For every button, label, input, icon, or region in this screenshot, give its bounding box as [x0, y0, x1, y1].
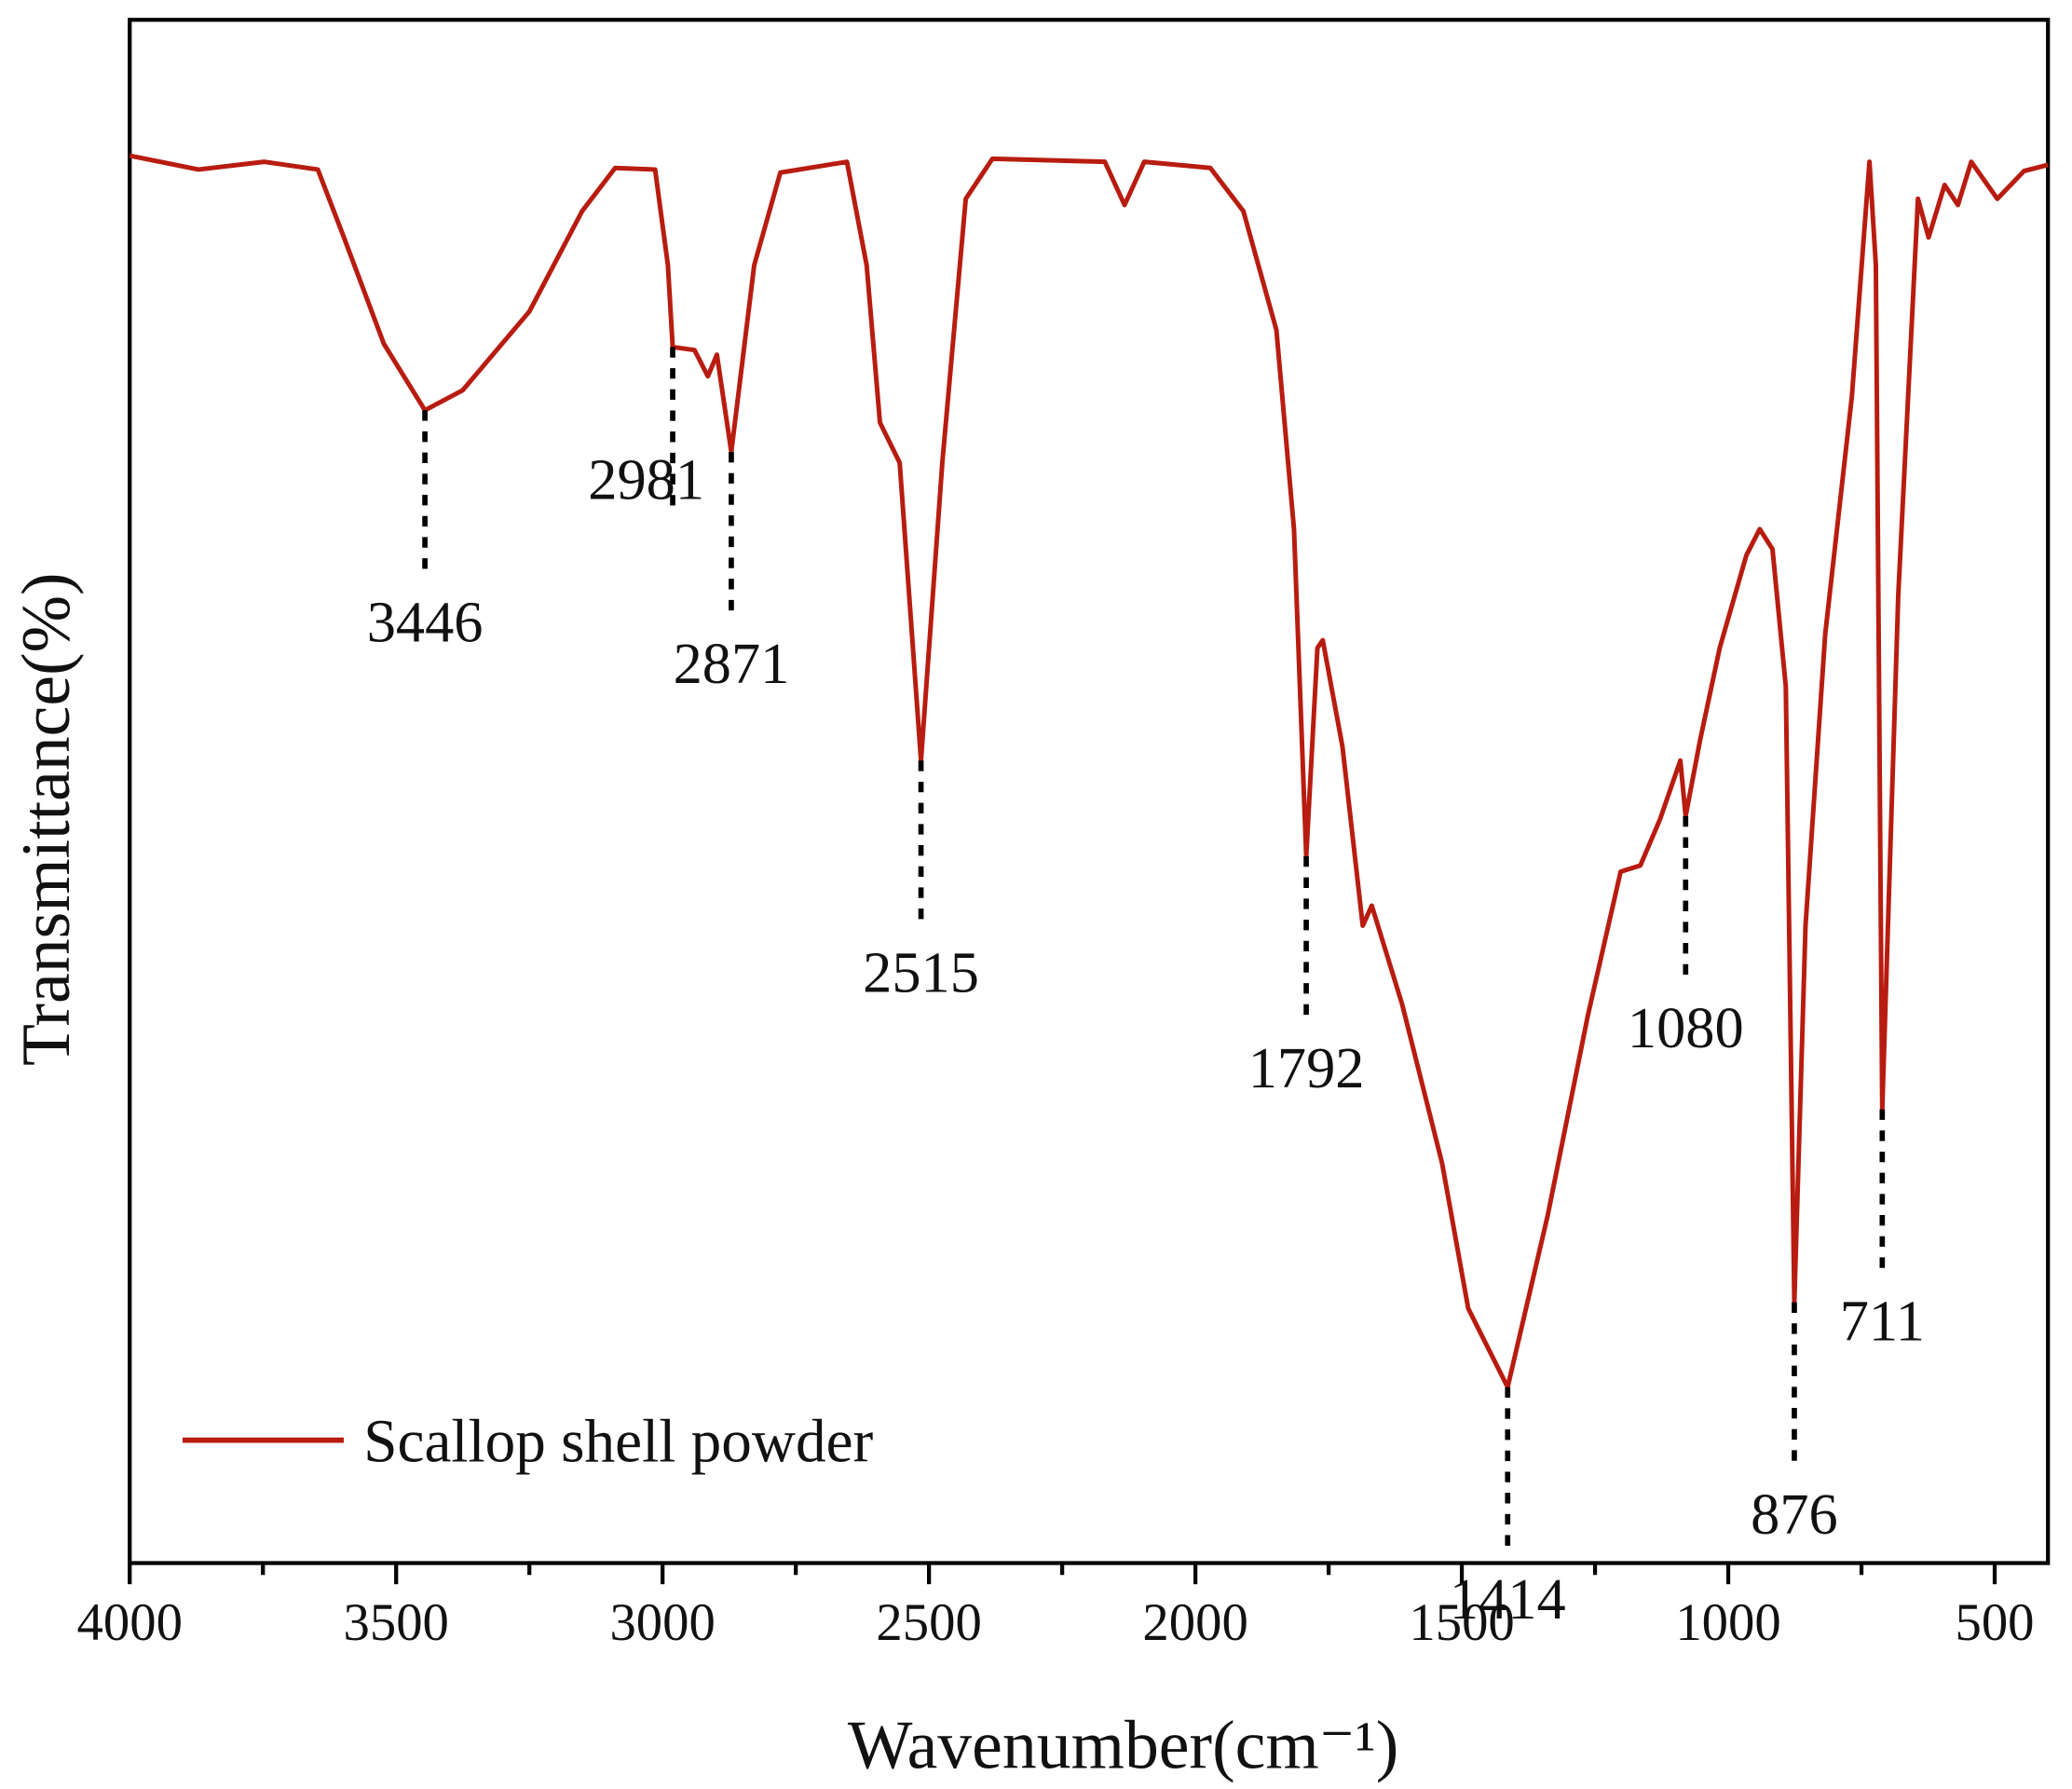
annotation-label: 711 [1840, 1290, 1925, 1354]
plot-frame [128, 18, 2051, 1565]
annotation-label: 876 [1751, 1482, 1838, 1547]
x-tick-label: 1500 [1409, 1593, 1514, 1652]
annotation-label: 3446 [367, 590, 484, 654]
annotation-label: 1080 [1628, 996, 1744, 1060]
x-tick-label: 2000 [1142, 1593, 1247, 1652]
x-tick-label: 3000 [609, 1593, 715, 1652]
x-tick-label: 3500 [343, 1593, 448, 1652]
y-axis-label: Transmittance(%) [7, 572, 84, 1066]
annotation-label: 2515 [863, 940, 979, 1004]
annotation-label: 1414 [1450, 1567, 1566, 1632]
spectrum-line [129, 153, 2049, 1390]
x-tick-label: 4000 [77, 1593, 183, 1652]
annotation-label: 2981 [588, 447, 704, 512]
annotation-label: 1792 [1248, 1036, 1365, 1100]
x-tick-label: 2500 [876, 1593, 981, 1652]
annotation-label: 2871 [674, 632, 790, 696]
x-axis-label: Wavenumber(cm⁻¹) [848, 1706, 1398, 1782]
legend-label: Scallop shell powder [363, 1408, 873, 1475]
x-tick-label: 500 [1955, 1593, 2034, 1652]
x-tick-label: 1000 [1675, 1593, 1780, 1652]
